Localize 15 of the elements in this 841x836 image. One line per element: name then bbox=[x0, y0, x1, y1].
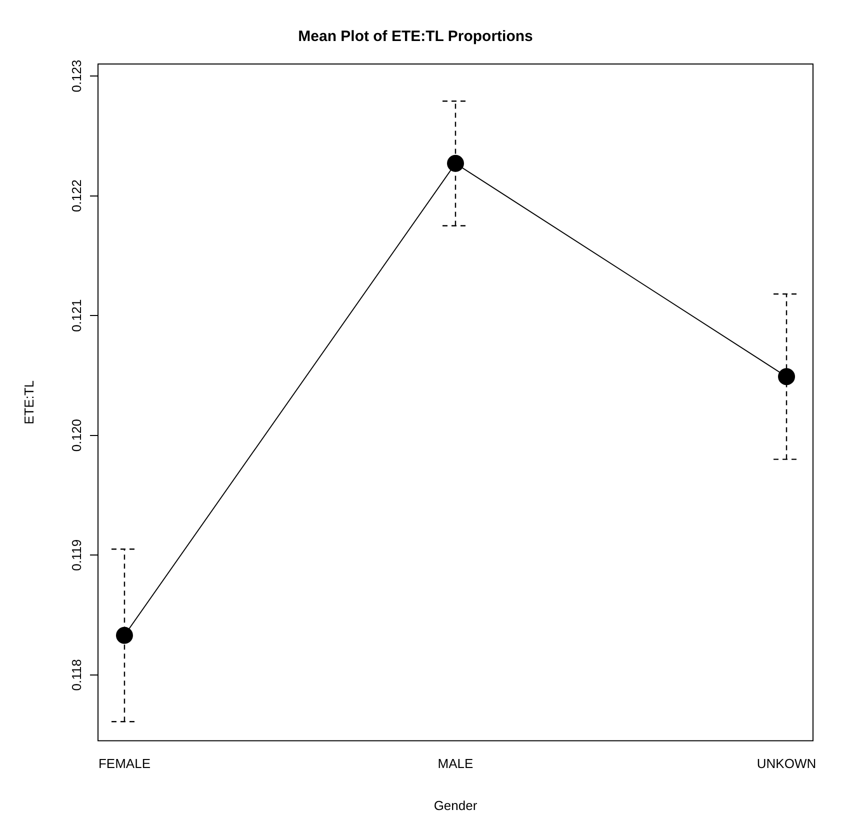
y-tick-label: 0.120 bbox=[69, 419, 84, 452]
y-tick-label: 0.121 bbox=[69, 299, 84, 332]
x-tick-label: FEMALE bbox=[98, 756, 151, 772]
y-tick-label: 0.123 bbox=[69, 60, 84, 92]
chart-title: Mean Plot of ETE:TL Proportions bbox=[298, 28, 533, 46]
y-tick-label: 0.122 bbox=[69, 179, 84, 212]
x-tick-label: UNKOWN bbox=[756, 756, 816, 772]
y-tick-label: 0.118 bbox=[69, 659, 84, 691]
point bbox=[447, 154, 464, 172]
x-tick-label: MALE bbox=[438, 756, 474, 772]
y-axis-title: ETE:TL bbox=[21, 380, 36, 424]
x-axis-title: Gender bbox=[434, 798, 478, 813]
point bbox=[778, 368, 796, 386]
point bbox=[116, 626, 133, 644]
y-tick-label: 0.119 bbox=[69, 539, 84, 571]
